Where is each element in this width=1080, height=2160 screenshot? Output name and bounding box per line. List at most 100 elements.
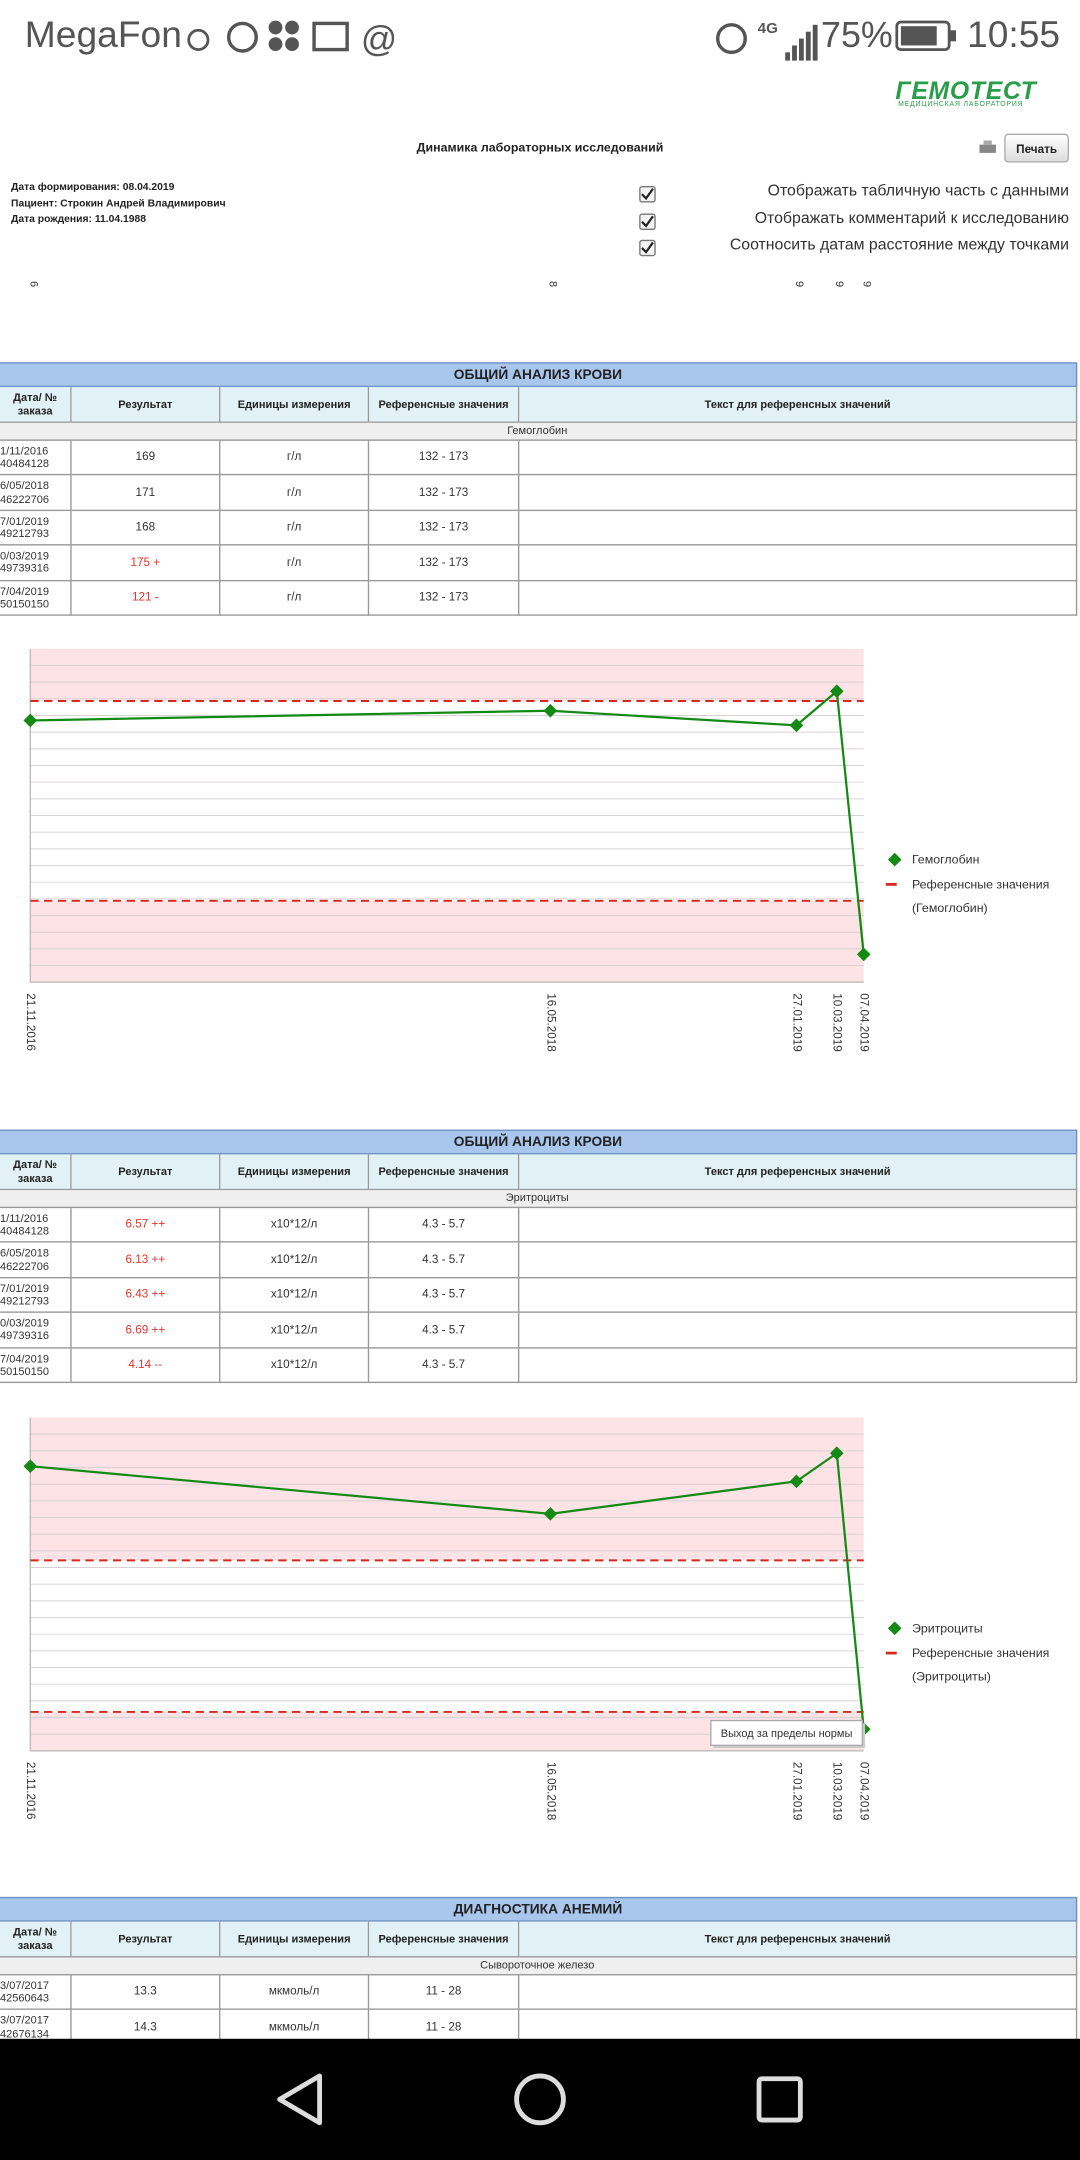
recents-button[interactable]	[756, 2076, 803, 2123]
out-of-range-band	[30, 900, 864, 983]
reference-text	[519, 545, 1078, 581]
date: 3/07/2017	[0, 1979, 50, 1992]
order-number: 46222706	[0, 492, 50, 505]
date-cell: 0/03/2019 49739316	[0, 1313, 72, 1349]
checkbox-tick[interactable]	[641, 214, 654, 227]
reference-range: 132 - 173	[369, 510, 520, 546]
date: 6/05/2018	[0, 479, 50, 493]
order-number: 50150150	[0, 597, 50, 610]
date-cell: 6/05/2018 46222706	[0, 475, 72, 511]
order-number: 49212793	[0, 1294, 50, 1308]
reference-text	[519, 1975, 1078, 2011]
top-label: 8	[547, 281, 559, 287]
info-line: Пациент: Строкин Андрей Владимирович	[11, 196, 226, 209]
legend-entry: (Эритроциты)	[912, 1670, 991, 1684]
battery	[895, 20, 951, 51]
carrier: MegaFon	[24, 13, 182, 56]
date: 0/03/2019	[0, 549, 50, 563]
reference-range: 4.3 - 5.7	[369, 1313, 520, 1349]
order-number: 42676134	[0, 2027, 50, 2040]
column-header: Референсные значения	[369, 1921, 520, 1958]
icon	[285, 20, 299, 35]
checkbox-tick[interactable]	[641, 241, 654, 254]
checkbox-tick[interactable]	[641, 188, 654, 201]
reference-range: 4.3 - 5.7	[369, 1243, 520, 1279]
icon	[268, 20, 283, 35]
reference-range: 4.3 - 5.7	[369, 1208, 520, 1244]
column-header: Единицы измерения	[220, 387, 370, 423]
unit: г/л	[220, 510, 370, 546]
alarm-icon	[715, 23, 747, 55]
reference-text	[519, 1243, 1078, 1279]
signal-bar	[798, 38, 804, 61]
checkbox[interactable]	[639, 185, 656, 203]
date: 7/01/2019	[0, 1282, 50, 1295]
top-label: 9	[793, 281, 805, 287]
date-cell: 6/05/2018 46222706	[0, 1243, 72, 1279]
date: 1/11/2016	[0, 444, 49, 458]
unit: г/л	[220, 545, 370, 581]
legend-entry: Гемоглобин	[912, 853, 979, 867]
order-number: 49739316	[0, 562, 50, 575]
order-number: 42560643	[0, 1992, 50, 2005]
reference-range: 132 - 173	[369, 475, 520, 511]
signal-bar	[812, 24, 818, 61]
date-cell: 7/04/2019 50150150	[0, 1348, 72, 1384]
legend-symbol	[887, 1621, 902, 1636]
table-title: ОБЩИЙ АНАЛИЗ КРОВИ	[0, 362, 1078, 388]
analyte-row: Сывороточное железо	[0, 1957, 1078, 1976]
column-header: Текст для референсных значений	[519, 1154, 1078, 1191]
unit: г/л	[220, 475, 370, 511]
tooltip-text: Выход за пределы нормы	[721, 1728, 853, 1740]
order-number: 40484128	[0, 1224, 50, 1238]
icon	[979, 144, 996, 153]
back-button[interactable]	[277, 2073, 323, 2126]
reference-range: 132 - 173	[369, 545, 520, 581]
reference-range: 132 - 173	[369, 440, 520, 476]
option-label: Отображать табличную часть с данными	[767, 183, 1069, 200]
icon	[312, 21, 349, 52]
battery	[900, 26, 937, 46]
checkbox[interactable]	[639, 239, 656, 257]
option-label: Соотносить датам расстояние между точкам…	[729, 236, 1069, 254]
date-cell: 7/04/2019 50150150	[0, 580, 72, 616]
legend-symbol	[887, 852, 902, 867]
legend-entry: Референсные значения	[912, 1646, 1049, 1660]
signal-bar	[805, 31, 811, 61]
result: 6.13 ++	[71, 1243, 221, 1279]
print-button[interactable]: Печать	[1004, 133, 1069, 163]
x-tick-label: 21.11.2016	[24, 993, 37, 1051]
date-cell: 3/07/2017 42560643	[0, 1975, 72, 2011]
signal-bar	[792, 45, 797, 61]
analyte-row: Эритроциты	[0, 1190, 1078, 1209]
column-header: Результат	[71, 387, 221, 423]
status-right: 4G	[715, 20, 818, 61]
order-number: 40484128	[0, 457, 50, 471]
checkbox[interactable]	[639, 212, 656, 230]
x-tick-label: 16.05.2018	[544, 993, 557, 1052]
printer-icon	[979, 140, 996, 153]
nav-icons	[277, 2073, 803, 2126]
order-number: 46222706	[0, 1259, 50, 1273]
status-icons: @	[187, 19, 397, 59]
result: 121 -	[71, 580, 221, 616]
reference-text	[519, 1208, 1078, 1244]
x-tick-label: 07.04.2019	[858, 1762, 871, 1821]
home-button[interactable]	[514, 2073, 566, 2126]
date: 1/11/2016	[0, 1212, 49, 1225]
line-chart: 21.11.2016 16.05.2018 27.01.2019 10.03.2019…	[23, 648, 1049, 1052]
legend-entry: Эритроциты	[912, 1621, 983, 1635]
tooltip	[710, 1719, 864, 1747]
order-number: 49739316	[0, 1329, 50, 1343]
line-chart: 21.11.2016 16.05.2018 27.01.2019 10.03.2019…	[23, 1417, 1049, 1821]
result: 6.57 ++	[71, 1208, 221, 1244]
table: ОБЩИЙ АНАЛИЗ КРОВИ Дата/ № заказа Результа…	[0, 1129, 1080, 1384]
column-header: Референсные значения	[369, 1154, 520, 1191]
top-label: 9	[833, 281, 845, 287]
reference-text	[519, 1278, 1078, 1314]
unit: x10*12/л	[220, 1348, 370, 1384]
battery-percent: 75%	[821, 13, 893, 56]
